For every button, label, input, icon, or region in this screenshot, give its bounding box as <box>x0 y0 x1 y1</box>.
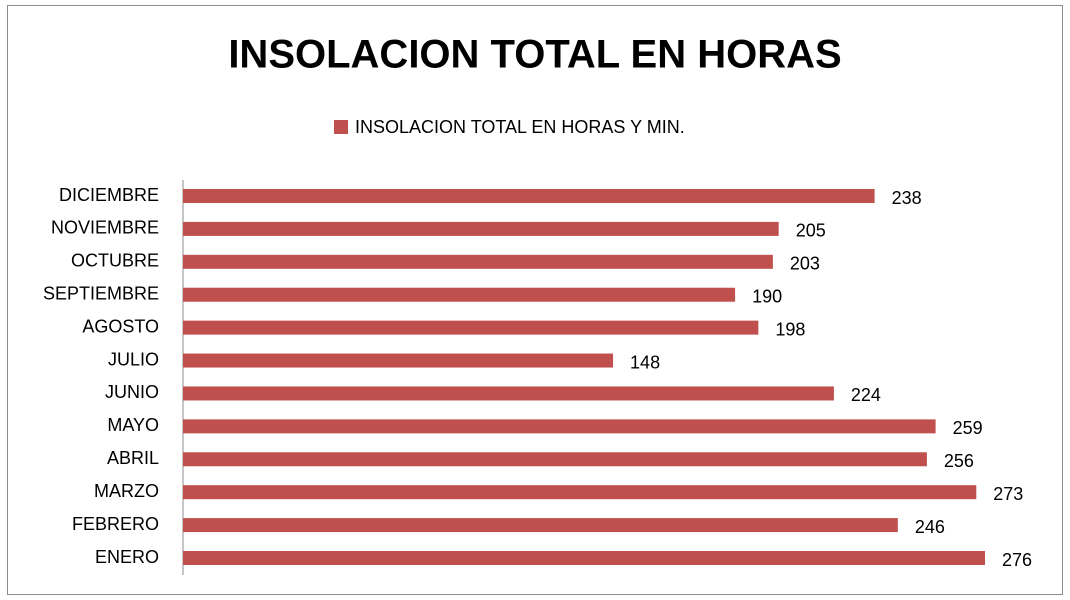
bar <box>183 320 759 335</box>
bar <box>183 518 898 533</box>
legend-label: INSOLACION TOTAL EN HORAS Y MIN. <box>355 117 685 137</box>
legend-swatch <box>334 120 348 134</box>
bar <box>183 551 985 565</box>
bar <box>183 353 614 368</box>
value-label: 256 <box>944 451 974 471</box>
value-label: 203 <box>790 254 820 274</box>
y-tick-label: NOVIEMBRE <box>51 218 159 238</box>
y-tick-label: SEPTIEMBRE <box>43 283 159 303</box>
value-label: 198 <box>775 319 805 339</box>
y-tick-label: ABRIL <box>107 448 159 468</box>
y-tick-label: OCTUBRE <box>71 251 159 271</box>
value-label: 246 <box>915 517 945 537</box>
value-label: 273 <box>993 484 1023 504</box>
value-label: 205 <box>796 221 826 241</box>
value-label: 238 <box>892 188 922 208</box>
y-tick-label: MAYO <box>107 415 159 435</box>
y-tick-label: DICIEMBRE <box>59 185 159 205</box>
value-label: 148 <box>630 352 660 372</box>
bar <box>183 485 977 500</box>
bar <box>183 386 834 401</box>
bar <box>183 419 936 434</box>
bar <box>183 254 773 269</box>
bar <box>183 189 875 203</box>
y-tick-label: MARZO <box>94 481 159 501</box>
y-tick-label: FEBRERO <box>72 514 159 534</box>
value-label: 276 <box>1002 550 1032 570</box>
y-tick-label: ENERO <box>95 547 159 567</box>
value-label: 224 <box>851 385 881 405</box>
value-label: 190 <box>752 286 782 306</box>
bar <box>183 452 927 467</box>
y-tick-label: JULIO <box>108 349 159 369</box>
bar <box>183 221 779 236</box>
chart-title: INSOLACION TOTAL EN HORAS <box>228 33 841 77</box>
y-tick-label: AGOSTO <box>82 316 159 336</box>
bar <box>183 287 736 302</box>
value-label: 259 <box>953 418 983 438</box>
y-tick-label: JUNIO <box>105 382 159 402</box>
